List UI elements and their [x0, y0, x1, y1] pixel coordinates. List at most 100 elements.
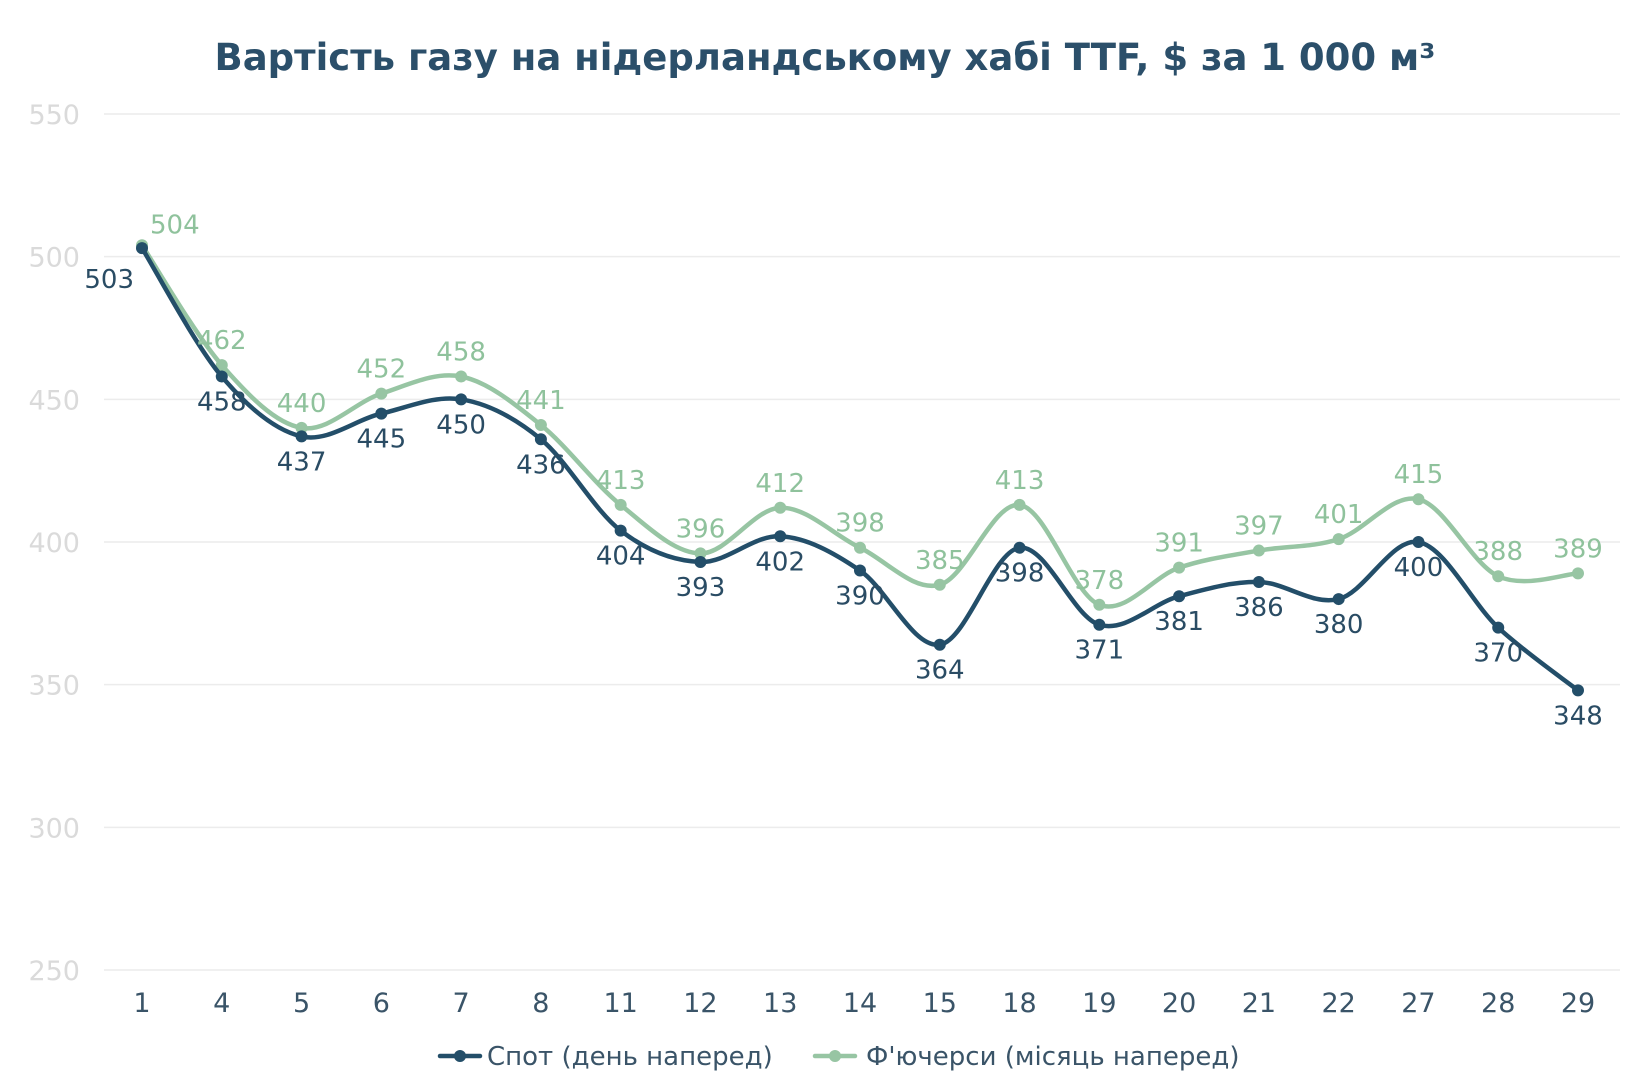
data-point: [614, 498, 627, 511]
data-label: 437: [277, 447, 327, 477]
legend-label: Спот (день наперед): [487, 1042, 773, 1072]
data-point: [854, 541, 866, 554]
data-point: [375, 387, 388, 400]
data-point: [1332, 593, 1345, 606]
data-label: 413: [596, 466, 646, 496]
data-point: [854, 564, 866, 577]
data-point: [1412, 536, 1425, 548]
data-label: 404: [596, 542, 646, 572]
legend-swatch-marker: [829, 1050, 841, 1062]
data-label: 389: [1553, 534, 1603, 564]
data-label: 503: [84, 265, 134, 295]
x-tick-label: 5: [293, 988, 310, 1019]
data-label: 400: [1394, 553, 1444, 583]
x-tick-label: 11: [603, 988, 637, 1019]
y-tick-label: 450: [28, 385, 80, 416]
data-label: 385: [915, 546, 965, 576]
series-futures: [136, 239, 1584, 611]
x-tick-label: 15: [923, 988, 957, 1019]
data-point: [1252, 575, 1265, 588]
data-label: 381: [1154, 607, 1204, 637]
data-label: 398: [995, 559, 1045, 589]
data-point: [295, 421, 308, 434]
y-tick-label: 250: [28, 956, 80, 987]
data-label: 398: [835, 509, 885, 539]
data-label: 450: [436, 410, 486, 440]
gridlines: [104, 113, 1620, 971]
x-tick-label: 13: [763, 988, 797, 1019]
data-label: 458: [197, 388, 247, 418]
data-label: 415: [1394, 460, 1444, 490]
data-point: [1252, 544, 1265, 557]
x-tick-label: 8: [532, 988, 549, 1019]
data-point: [774, 530, 787, 543]
x-tick-label: 27: [1401, 988, 1435, 1019]
data-point: [774, 501, 787, 514]
x-tick-label: 1: [133, 988, 150, 1019]
x-tick-label: 7: [453, 988, 470, 1019]
x-tick-label: 22: [1321, 988, 1355, 1019]
legend-swatch-marker: [454, 1050, 466, 1062]
data-point: [534, 419, 547, 432]
data-label: 396: [676, 514, 726, 544]
data-point: [375, 407, 388, 420]
data-point: [694, 547, 707, 560]
legend-item: Ф'ючерси (місяць наперед): [812, 1042, 1239, 1072]
data-point: [215, 359, 228, 372]
data-label: 348: [1553, 701, 1603, 731]
legend: Спот (день наперед) Ф'ючерси (місяць напе…: [437, 1042, 1239, 1072]
data-point: [694, 555, 707, 568]
data-point: [295, 430, 308, 443]
data-label: 386: [1234, 593, 1284, 623]
data-point: [614, 524, 627, 537]
y-axis-ticks: 250 300 350 400 450 500 550: [28, 100, 80, 987]
data-label: 401: [1314, 500, 1364, 530]
data-point: [1013, 541, 1026, 554]
data-label: 445: [357, 425, 407, 455]
data-label: 440: [277, 389, 327, 419]
data-point: [1173, 590, 1186, 603]
data-label: 397: [1234, 512, 1284, 542]
data-point: [1492, 570, 1505, 583]
x-tick-label: 20: [1162, 988, 1196, 1019]
y-tick-label: 300: [28, 813, 80, 844]
data-label: 388: [1473, 537, 1523, 567]
data-label: 402: [755, 547, 805, 577]
y-tick-label: 500: [28, 243, 80, 274]
data-label: 370: [1473, 639, 1523, 669]
series-lines: [136, 239, 1584, 697]
x-tick-label: 29: [1561, 988, 1595, 1019]
x-tick-label: 4: [213, 988, 230, 1019]
data-point: [1492, 621, 1505, 634]
chart-title: Вартість газу на нідерландському хабі TT…: [215, 36, 1436, 79]
data-label: 364: [915, 656, 965, 686]
data-label: 462: [197, 326, 247, 356]
x-axis-ticks: 1 4 5 6 7 8 11 12 13 14 15 18 19 20 21 22 27 28 29: [133, 988, 1595, 1019]
data-label: 391: [1154, 529, 1204, 559]
data-point: [1093, 618, 1106, 631]
x-tick-label: 14: [843, 988, 877, 1019]
x-tick-label: 18: [1002, 988, 1036, 1019]
data-point: [933, 578, 946, 591]
data-label: 436: [516, 450, 566, 480]
data-label: 371: [1075, 636, 1125, 666]
data-point: [1572, 567, 1584, 580]
series-spot: [136, 242, 1584, 697]
data-label: 380: [1314, 610, 1364, 640]
data-label: 413: [995, 466, 1045, 496]
data-point: [215, 370, 228, 383]
data-label: 504: [150, 210, 200, 240]
x-tick-label: 21: [1242, 988, 1276, 1019]
data-label: 393: [676, 573, 726, 603]
x-tick-label: 28: [1481, 988, 1515, 1019]
data-label: 412: [755, 469, 805, 499]
data-point: [455, 370, 468, 383]
data-point: [1173, 561, 1186, 574]
data-point: [455, 393, 468, 406]
data-label: 390: [835, 582, 885, 612]
data-point: [933, 638, 946, 651]
x-tick-label: 19: [1082, 988, 1116, 1019]
data-point: [1412, 493, 1425, 506]
